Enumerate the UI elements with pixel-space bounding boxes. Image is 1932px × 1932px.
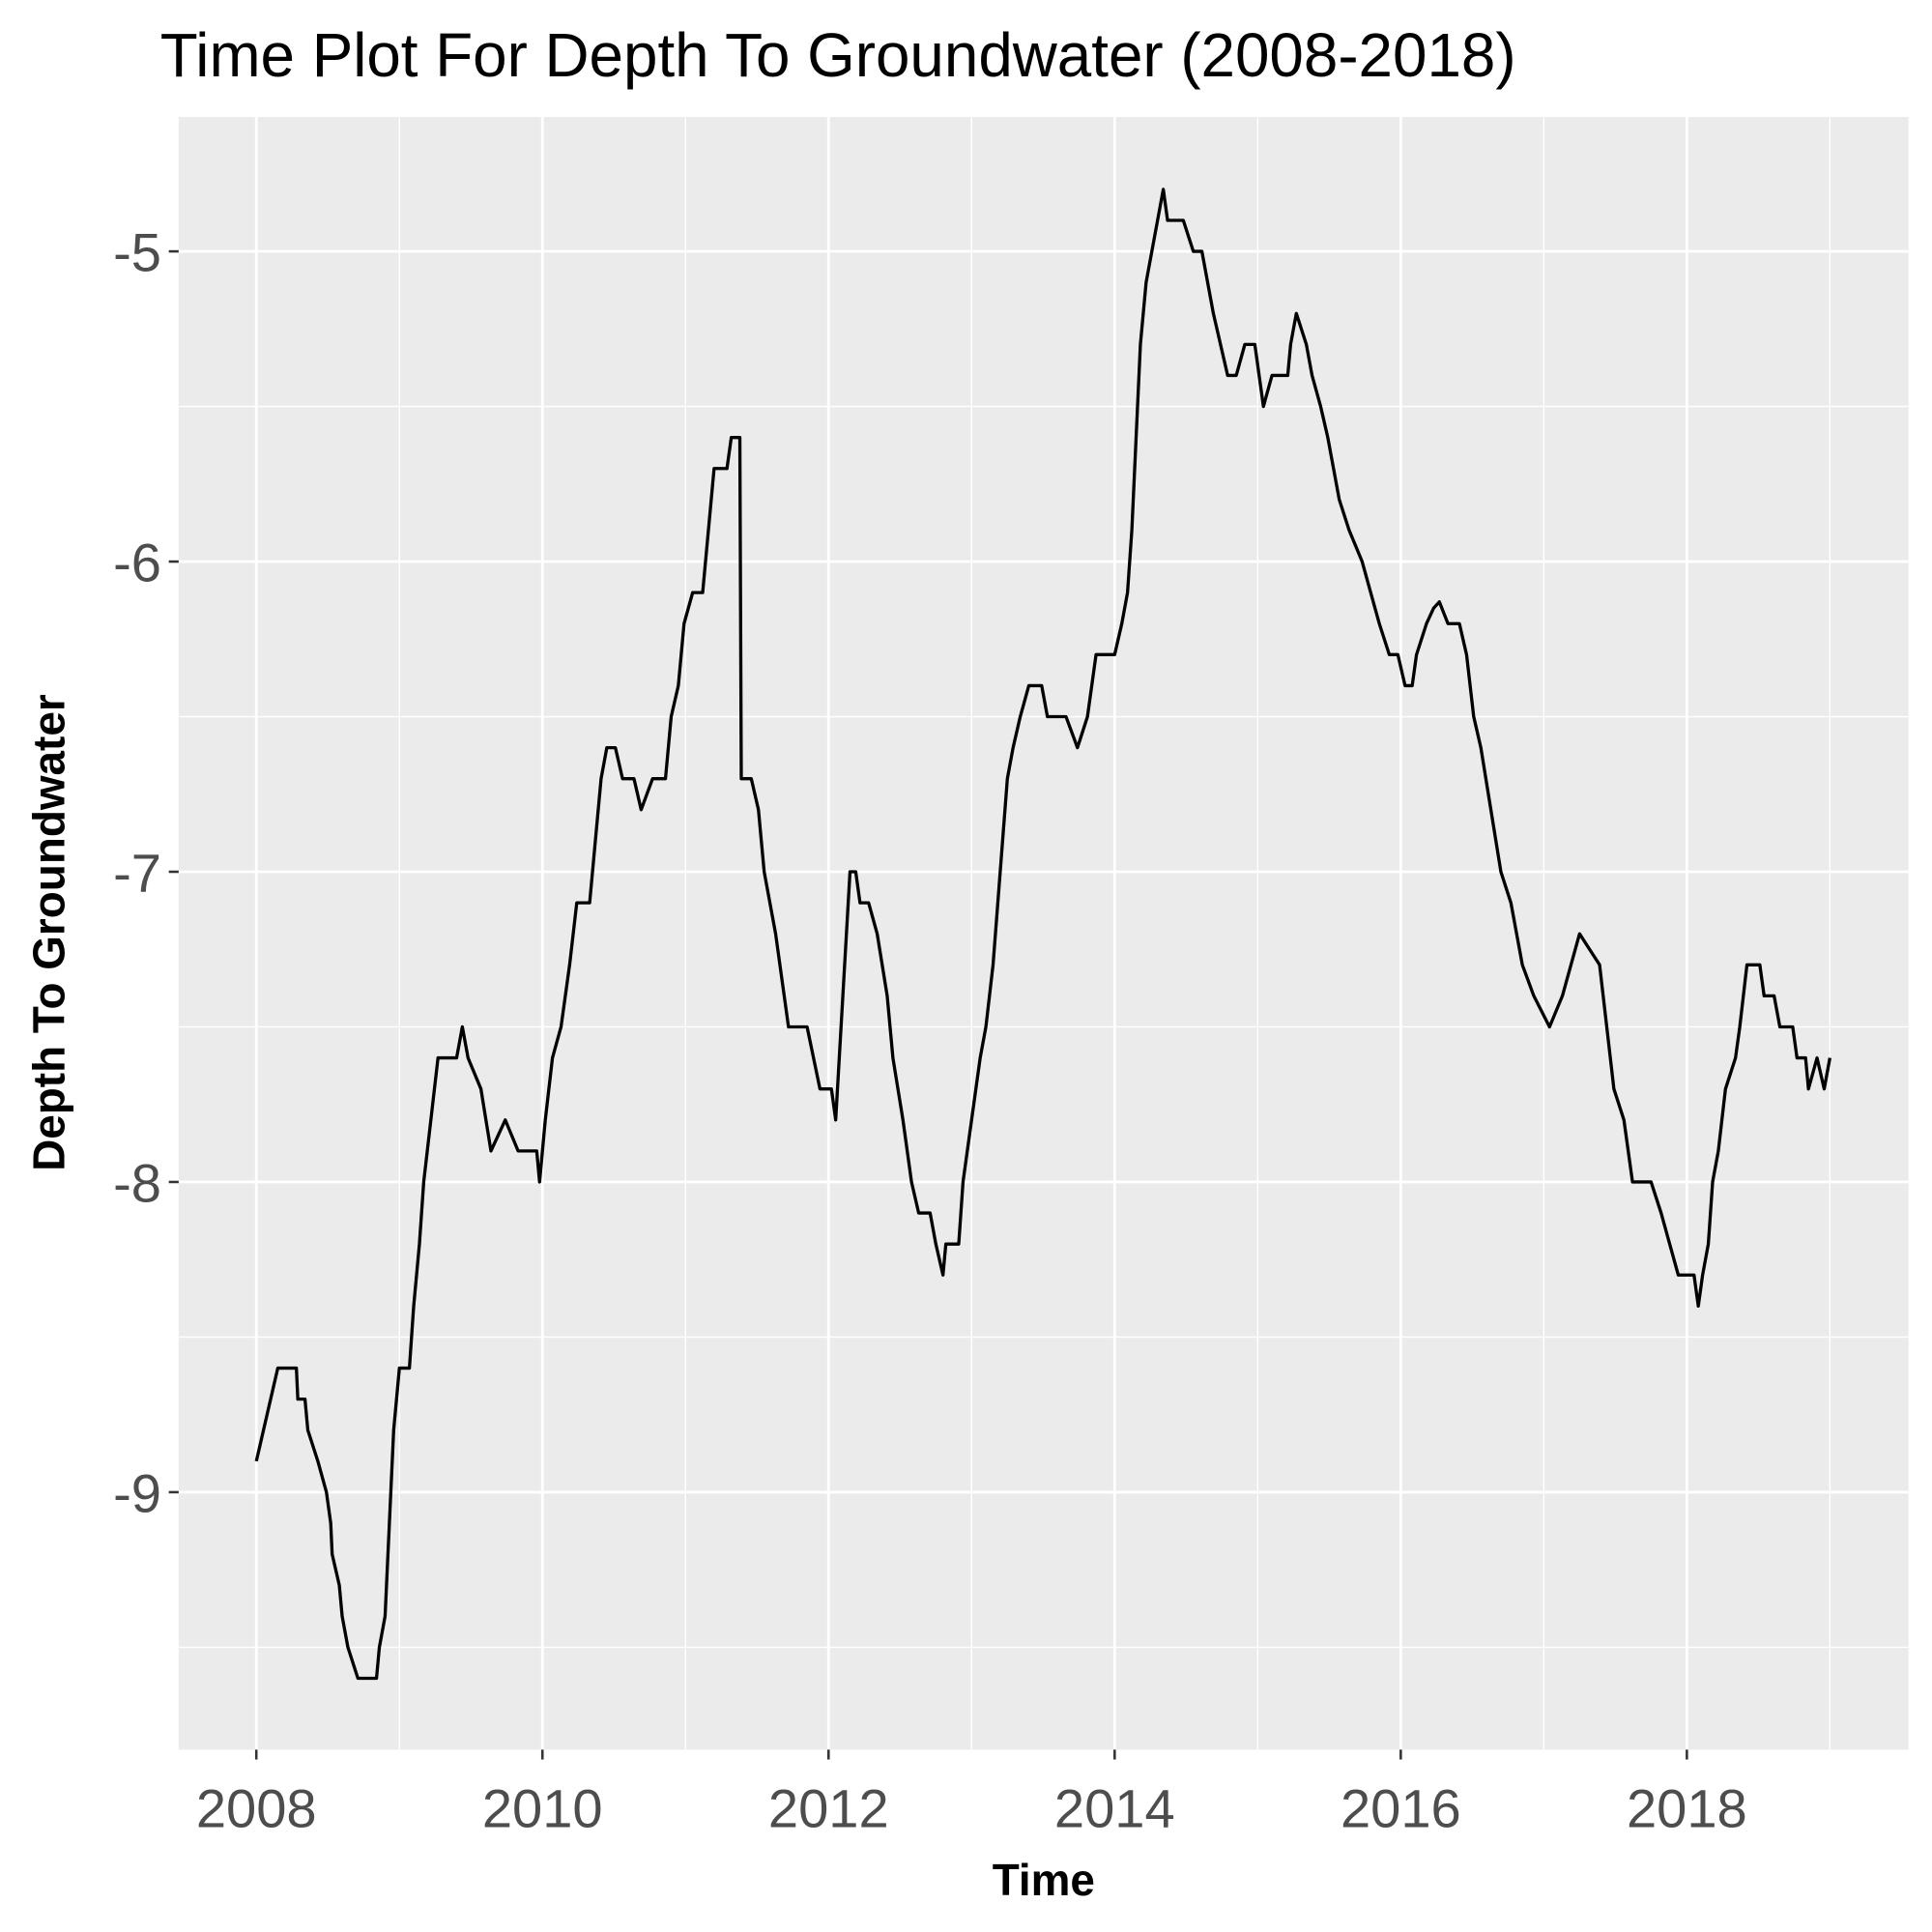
x-tick-label: 2010 bbox=[482, 1778, 603, 1839]
y-axis-title: Depth To Groundwater bbox=[23, 694, 73, 1171]
y-tick-label: -7 bbox=[113, 842, 161, 903]
y-tick-label: -8 bbox=[113, 1152, 161, 1213]
x-tick-label: 2018 bbox=[1627, 1778, 1747, 1839]
x-tick-label: 2012 bbox=[768, 1778, 889, 1839]
data-line bbox=[254, 187, 1831, 1681]
y-tick-label: -6 bbox=[113, 532, 161, 592]
panel-background bbox=[178, 117, 1909, 1750]
x-axis-title: Time bbox=[993, 1855, 1095, 1905]
y-tick-label: -9 bbox=[113, 1462, 161, 1523]
x-tick-label: 2016 bbox=[1341, 1778, 1461, 1839]
chart-title: Time Plot For Depth To Groundwater (2008… bbox=[160, 20, 1516, 90]
x-tick-label: 2014 bbox=[1054, 1778, 1175, 1839]
y-tick-label: -5 bbox=[113, 221, 161, 282]
x-tick-label: 2008 bbox=[196, 1778, 317, 1839]
